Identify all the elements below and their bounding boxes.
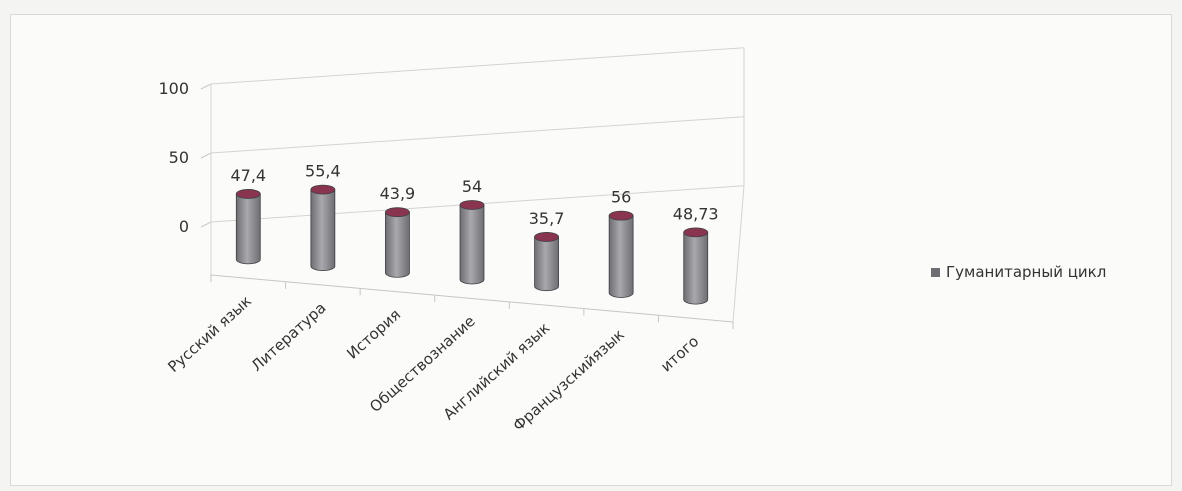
bar-top bbox=[534, 232, 559, 242]
legend-label: Гуманитарный цикл bbox=[946, 263, 1107, 281]
bar bbox=[534, 232, 559, 292]
bar-top bbox=[683, 227, 709, 238]
bar-top bbox=[459, 200, 485, 210]
data-label: 47,4 bbox=[230, 166, 266, 185]
bar bbox=[683, 227, 709, 305]
bar-body bbox=[459, 204, 485, 285]
bar-body bbox=[534, 236, 559, 292]
category-label: Литература bbox=[248, 299, 330, 375]
gridline bbox=[210, 47, 745, 85]
data-label: 56 bbox=[611, 188, 631, 207]
floor-edge-right bbox=[732, 185, 745, 323]
bar bbox=[385, 207, 410, 278]
chart-plot: 0 50 100 47,4 Русский язык 55,4 Литература 43,9… bbox=[158, 47, 745, 435]
data-label: 55,4 bbox=[305, 162, 341, 181]
y-tick-label: 100 bbox=[158, 79, 189, 98]
bar-top bbox=[608, 210, 634, 221]
category-label: итого bbox=[657, 332, 702, 375]
legend-swatch bbox=[931, 267, 940, 277]
category-label: История bbox=[343, 305, 404, 362]
category-label: Русский язык bbox=[164, 292, 255, 376]
y-tick-mark bbox=[200, 221, 212, 228]
bar bbox=[459, 200, 485, 285]
bar-top bbox=[385, 207, 410, 218]
bar-body bbox=[385, 211, 410, 278]
bar bbox=[608, 210, 634, 298]
y-tick-label: 0 bbox=[179, 217, 189, 236]
bar-body bbox=[608, 215, 634, 298]
gridline bbox=[210, 116, 745, 154]
data-label: 48,73 bbox=[673, 204, 719, 223]
bar-body bbox=[235, 193, 261, 265]
bar-top bbox=[235, 189, 261, 199]
y-tick-mark bbox=[200, 83, 212, 90]
bar-top bbox=[310, 184, 336, 195]
data-label: 43,9 bbox=[380, 184, 416, 203]
chart-frame: 0 50 100 47,4 Русский язык 55,4 Литература 43,9… bbox=[10, 14, 1172, 486]
legend: Гуманитарный цикл bbox=[931, 263, 1106, 281]
bar-body bbox=[683, 231, 709, 305]
bar bbox=[235, 189, 261, 265]
floor-edge-front bbox=[210, 274, 734, 323]
bar bbox=[310, 184, 336, 271]
data-label: 35,7 bbox=[529, 209, 565, 228]
y-tick-mark bbox=[200, 152, 212, 159]
data-label: 54 bbox=[462, 177, 482, 196]
y-tick-label: 50 bbox=[169, 148, 189, 167]
bar-body bbox=[310, 189, 336, 271]
